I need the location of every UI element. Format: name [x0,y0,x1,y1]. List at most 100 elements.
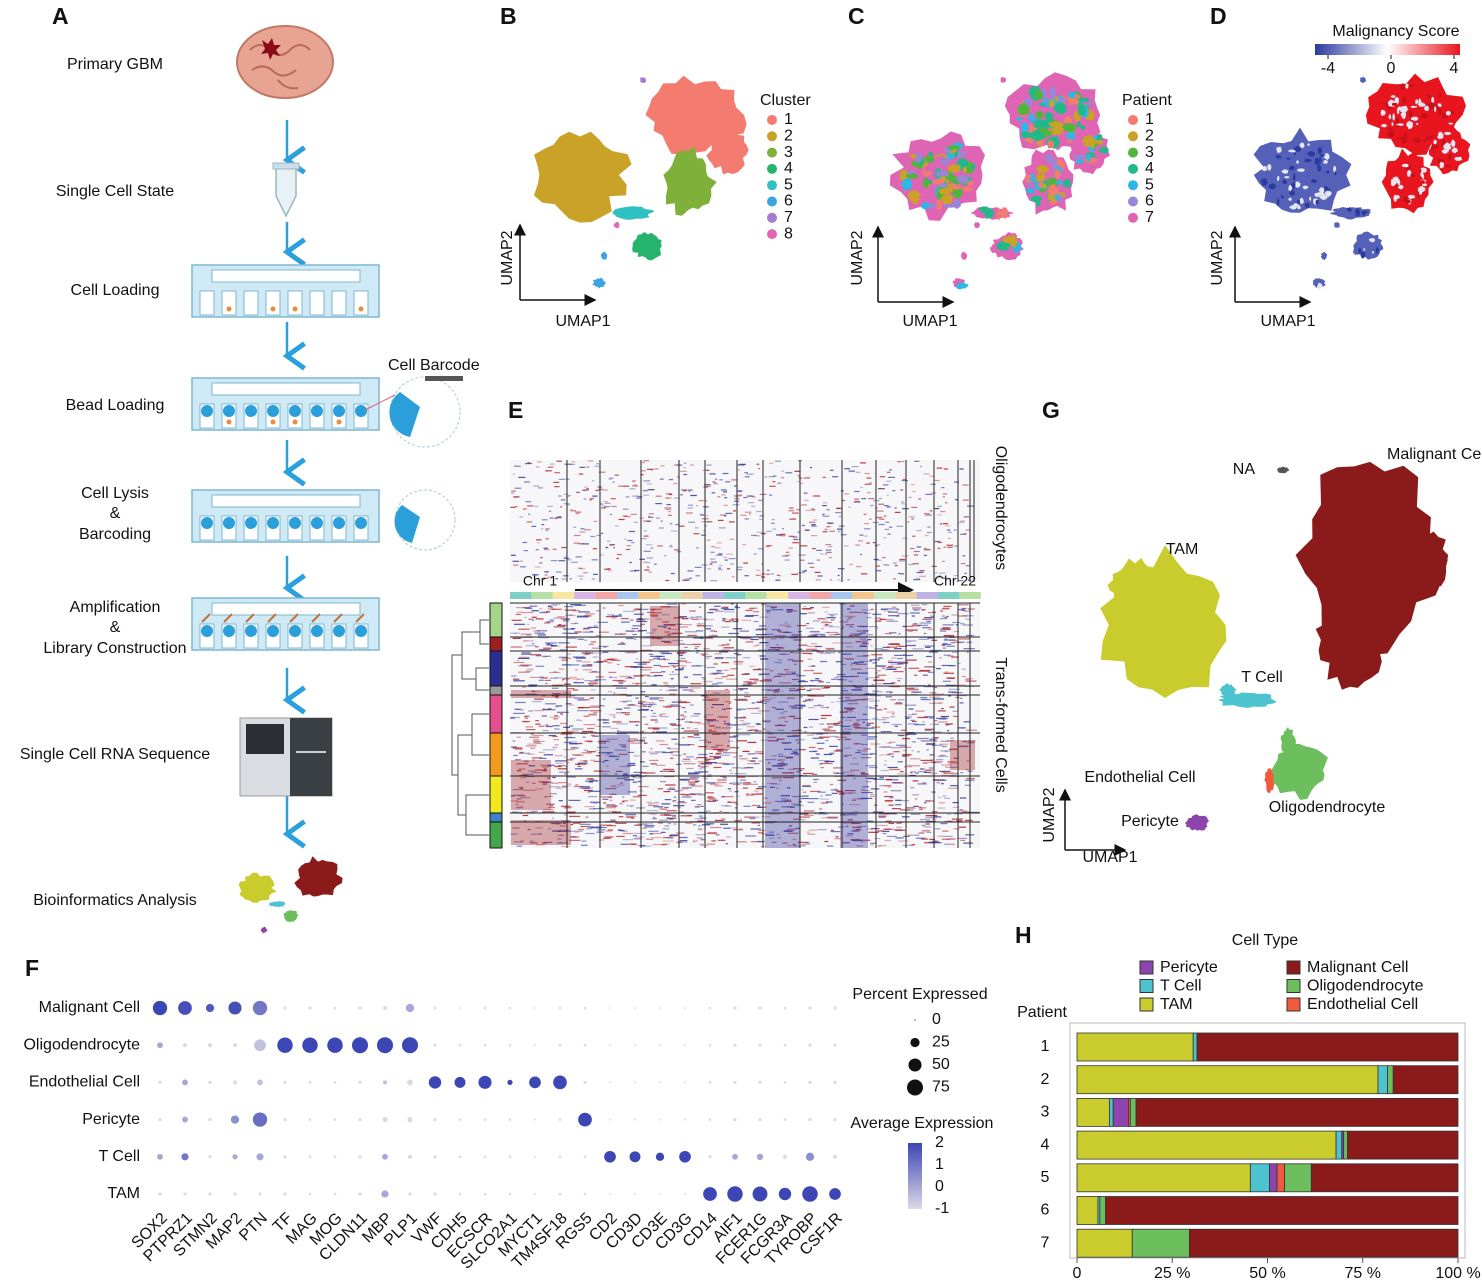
heatmap-stroke [877,824,888,827]
dot [232,1154,238,1160]
heatmap-stroke [686,778,698,780]
heatmap-stroke [523,481,530,483]
cell-cluster [1406,120,1413,130]
heatmap-stroke [559,842,563,844]
heatmap-stroke [946,529,951,531]
dot [684,1193,686,1195]
heatmap-stroke [591,652,603,654]
heatmap-stroke [545,724,549,726]
heatmap-stroke [638,618,643,620]
cell-cluster [928,151,934,157]
heatmap-stroke [527,753,535,755]
heatmap-stroke [522,508,527,510]
heatmap-stroke [535,665,545,667]
heatmap-stroke [935,828,941,830]
heatmap-stroke [821,714,832,717]
legend-swatch [1286,979,1301,993]
heatmap-stroke [652,712,656,714]
heatmap-stroke [967,608,975,610]
heatmap-stroke [584,787,593,789]
heatmap-stroke [628,704,635,706]
heatmap-stroke [963,648,975,650]
heatmap-stroke [911,809,914,811]
heatmap-stroke [533,740,545,742]
heatmap-stroke [647,727,659,729]
heatmap-stroke [840,534,847,536]
cell-cluster [1276,198,1280,206]
heatmap-stroke [754,790,759,792]
heatmap-stroke [578,742,583,745]
heatmap-stroke [861,609,872,611]
heatmap-stroke [846,646,854,648]
cell-cluster [1025,188,1036,194]
heatmap-stroke [893,751,900,753]
cell-cluster [1034,89,1044,101]
heatmap-stroke [934,540,941,543]
bar-segment [1310,1163,1459,1193]
dot [558,1006,562,1010]
heatmap-stroke [528,765,536,767]
cell-cluster [1360,251,1366,259]
heatmap-stroke [638,701,646,703]
legend-label: 5 [1145,176,1154,193]
heatmap-stroke [592,495,598,497]
legend-title: Percent Expressed [852,986,987,1003]
heatmap-stroke [951,656,959,658]
heatmap-stroke [797,531,800,533]
heatmap-stroke [860,841,866,843]
heatmap-stroke [690,715,699,717]
dot [483,1192,487,1196]
heatmap-stroke [538,833,542,835]
heatmap-stroke [718,553,723,555]
heatmap-stroke [694,646,700,648]
heatmap-stroke [633,661,645,663]
heatmap-stroke [542,842,547,844]
heatmap-stroke [941,608,950,610]
heatmap-stroke [924,666,935,668]
heatmap-stroke [714,605,721,607]
heatmap-stroke [962,615,974,617]
heatmap-stroke [870,743,880,745]
heatmap-stroke [666,810,677,812]
heatmap-stroke [868,498,875,500]
heatmap-stroke [817,618,826,620]
cluster-bar [489,694,503,734]
heatmap-stroke [555,517,562,519]
heatmap-stroke [607,568,611,570]
dot [758,1006,762,1010]
heatmap-stroke [708,673,718,675]
heatmap-stroke [638,780,641,783]
heatmap-stroke [778,717,786,719]
bar-segment [1335,1130,1343,1160]
heatmap-stroke [781,470,785,472]
heatmap-stroke [828,817,838,819]
heatmap-stroke [526,521,533,523]
heatmap-stroke [588,826,594,828]
heatmap-stroke [708,725,715,727]
heatmap-stroke [769,670,774,672]
step-label: & [110,505,121,522]
heatmap-stroke [879,845,887,847]
heatmap-stroke [907,689,919,691]
heatmap-stroke [603,501,609,503]
heatmap-stroke [744,692,749,694]
heatmap-stroke [803,731,807,733]
heatmap-stroke [670,572,675,575]
cell-cluster [1428,101,1435,110]
heatmap-stroke [720,754,730,756]
heatmap-stroke [664,684,669,686]
heatmap-stroke [897,761,903,763]
heatmap-stroke [729,783,732,785]
heatmap-stroke [643,494,650,496]
heatmap-stroke [571,461,576,463]
heatmap-stroke [825,652,836,654]
bar-segment [1108,1098,1114,1127]
heatmap-stroke [655,740,665,742]
heatmap-stroke [824,611,828,613]
heatmap-stroke [803,492,808,494]
heatmap-stroke [842,725,850,727]
heatmap-stroke [771,765,781,767]
heatmap-stroke [523,640,529,642]
heatmap-stroke [725,481,731,483]
